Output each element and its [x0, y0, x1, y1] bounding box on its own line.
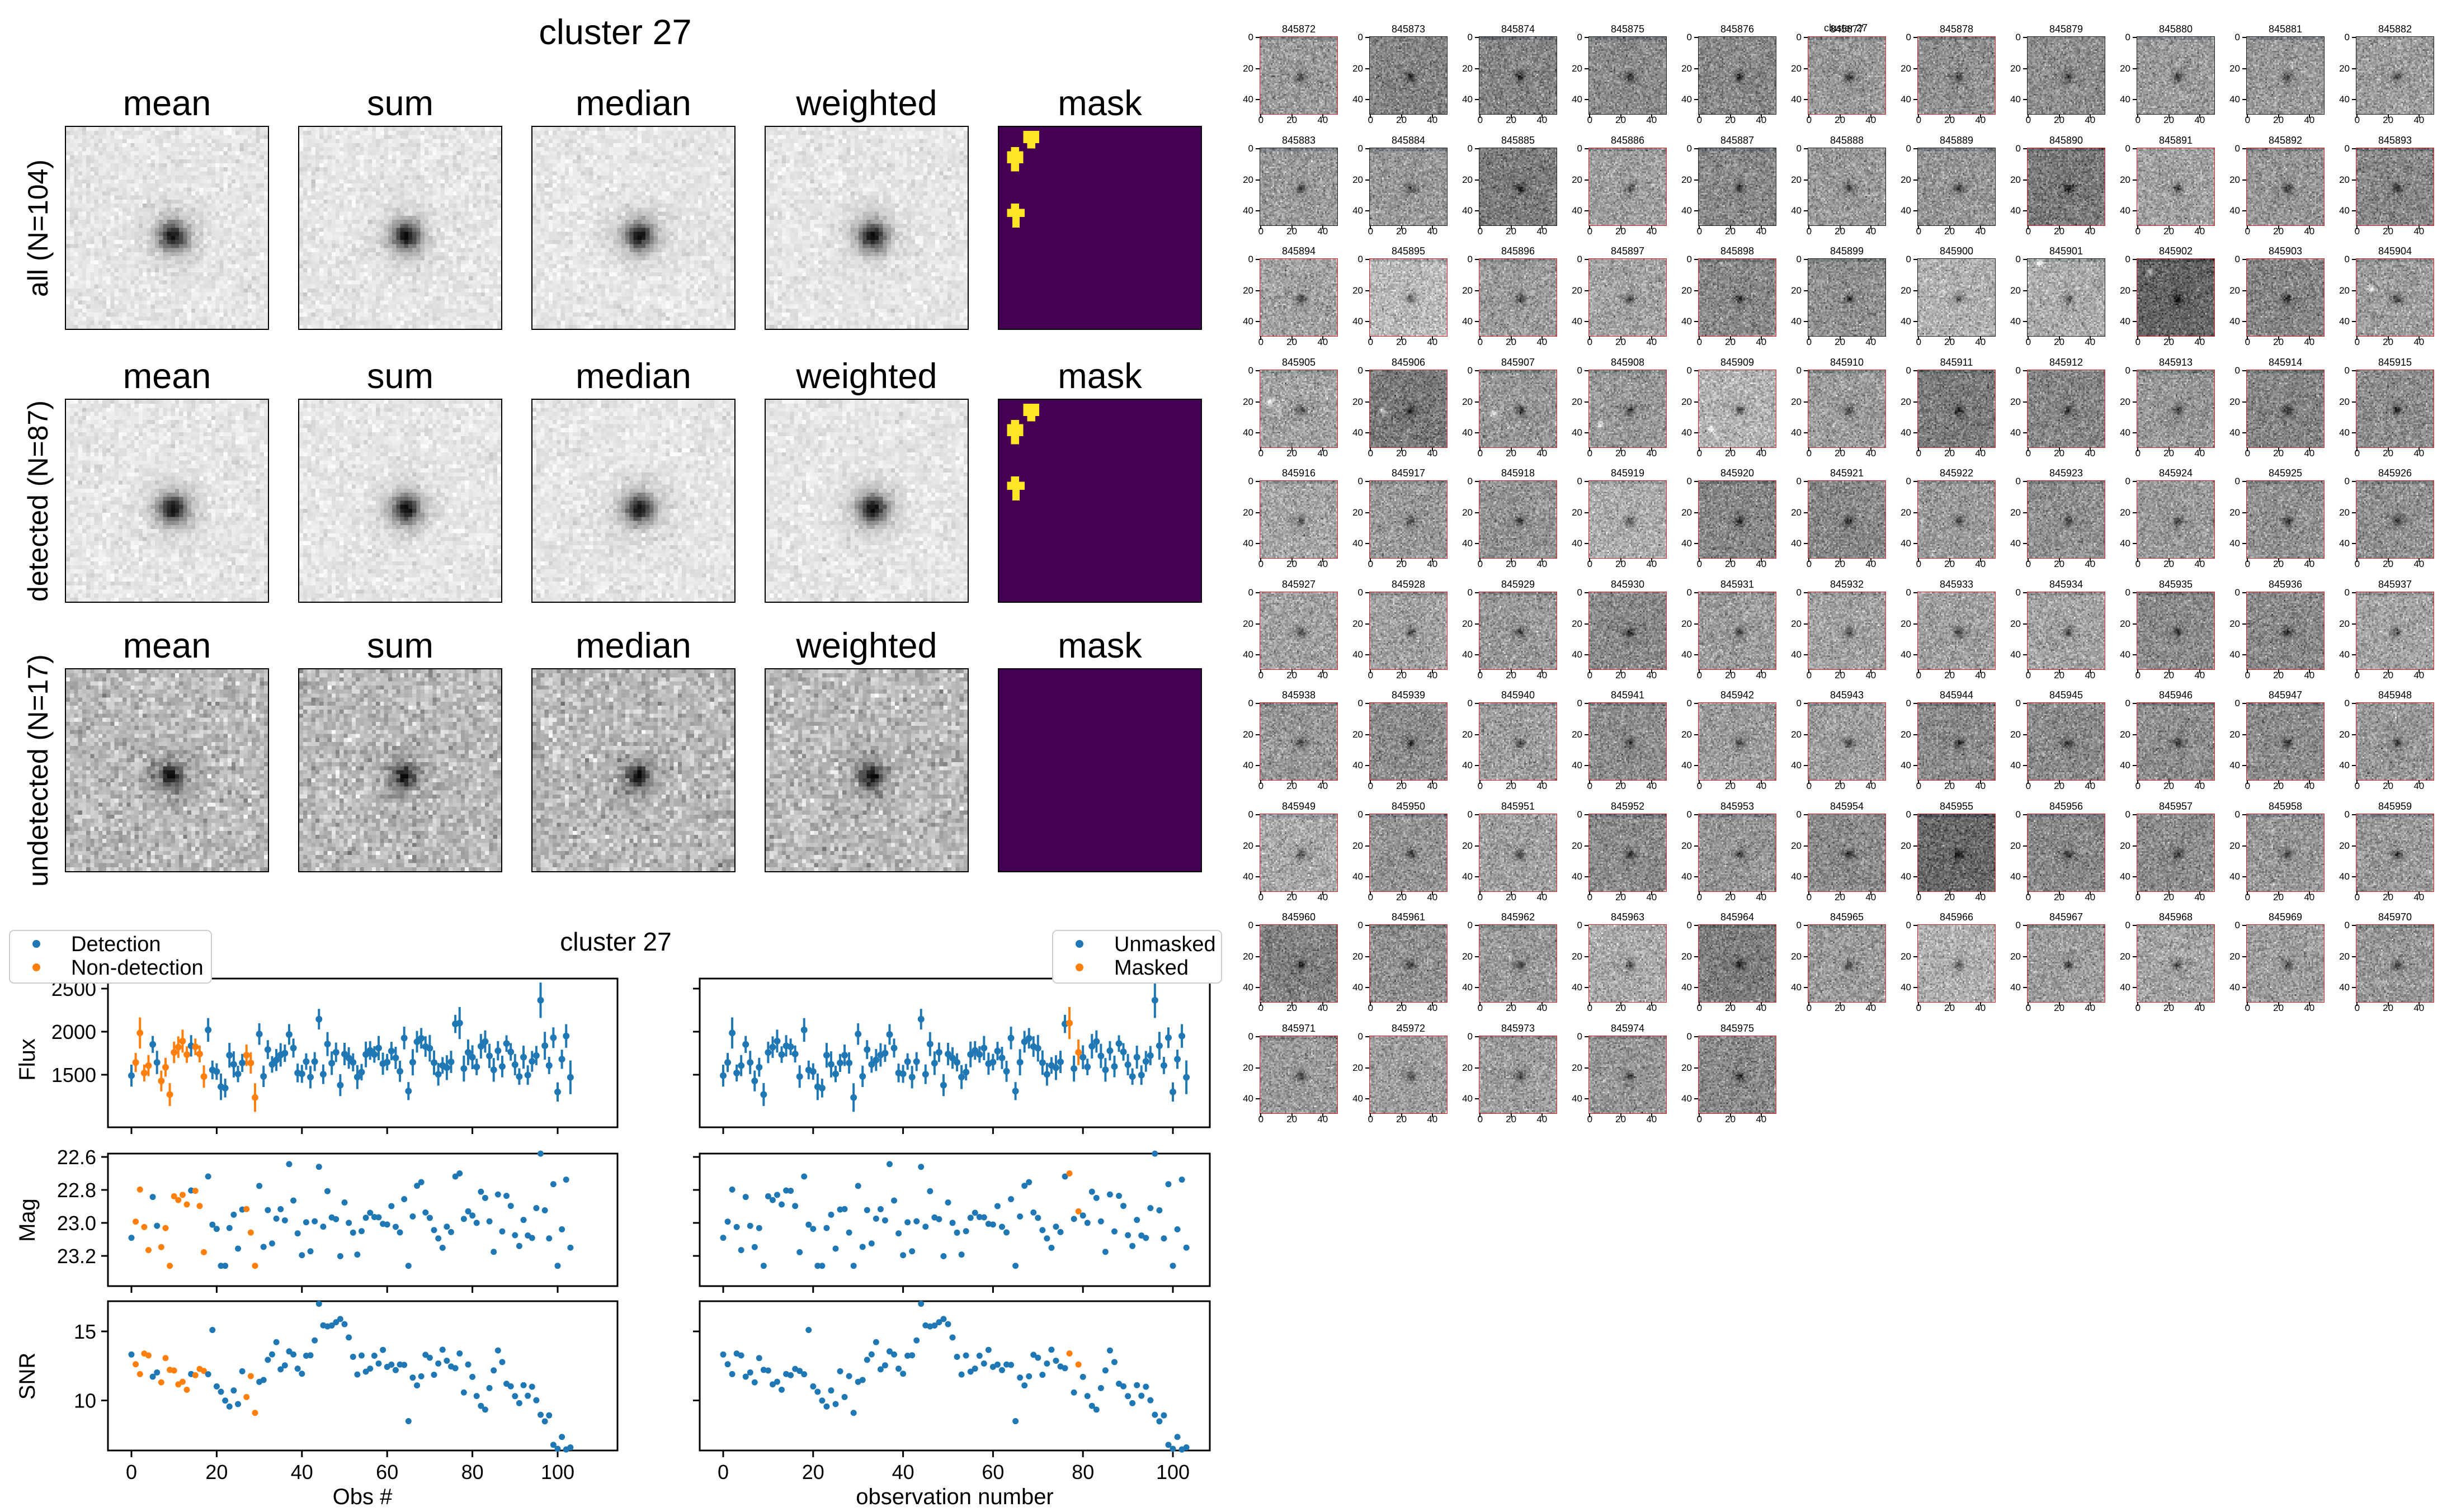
- svg-text:20: 20: [205, 1461, 228, 1483]
- svg-text:15: 15: [74, 1320, 96, 1343]
- svg-text:60: 60: [982, 1461, 1004, 1483]
- svg-text:Non-detection: Non-detection: [71, 956, 204, 980]
- svg-text:40: 40: [892, 1461, 914, 1483]
- svg-text:80: 80: [461, 1461, 484, 1483]
- svg-text:0: 0: [718, 1461, 729, 1483]
- svg-text:Flux: Flux: [15, 1038, 40, 1081]
- svg-text:23.2: 23.2: [57, 1245, 96, 1268]
- svg-text:Detection: Detection: [71, 933, 161, 956]
- svg-text:80: 80: [1072, 1461, 1094, 1483]
- svg-text:Unmasked: Unmasked: [1114, 933, 1216, 956]
- svg-text:10: 10: [74, 1390, 96, 1412]
- svg-text:23.0: 23.0: [57, 1212, 96, 1235]
- svg-text:0: 0: [126, 1461, 137, 1483]
- svg-text:20: 20: [802, 1461, 824, 1483]
- svg-text:SNR: SNR: [15, 1353, 40, 1400]
- svg-text:22.8: 22.8: [57, 1179, 96, 1202]
- svg-text:22.6: 22.6: [57, 1146, 96, 1169]
- svg-text:40: 40: [291, 1461, 313, 1483]
- svg-text:2000: 2000: [51, 1020, 96, 1043]
- svg-text:100: 100: [541, 1461, 574, 1483]
- svg-text:observation number: observation number: [856, 1485, 1054, 1509]
- svg-text:60: 60: [376, 1461, 398, 1483]
- svg-text:cluster 27: cluster 27: [560, 927, 671, 956]
- svg-text:Masked: Masked: [1114, 956, 1189, 980]
- svg-text:100: 100: [1156, 1461, 1190, 1483]
- svg-text:Mag: Mag: [15, 1198, 40, 1242]
- svg-text:Obs #: Obs #: [333, 1485, 393, 1509]
- svg-text:1500: 1500: [51, 1064, 96, 1086]
